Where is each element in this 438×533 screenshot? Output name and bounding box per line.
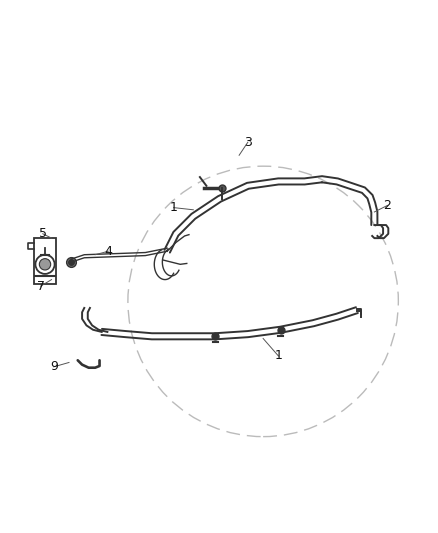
Text: 1: 1	[170, 201, 177, 214]
Text: 3: 3	[244, 136, 251, 149]
Circle shape	[39, 259, 50, 270]
Text: 5: 5	[39, 227, 47, 240]
Text: 7: 7	[36, 280, 45, 293]
Text: 9: 9	[49, 360, 57, 373]
Text: 4: 4	[104, 245, 112, 258]
Text: 1: 1	[274, 350, 282, 362]
Text: 2: 2	[383, 199, 391, 212]
